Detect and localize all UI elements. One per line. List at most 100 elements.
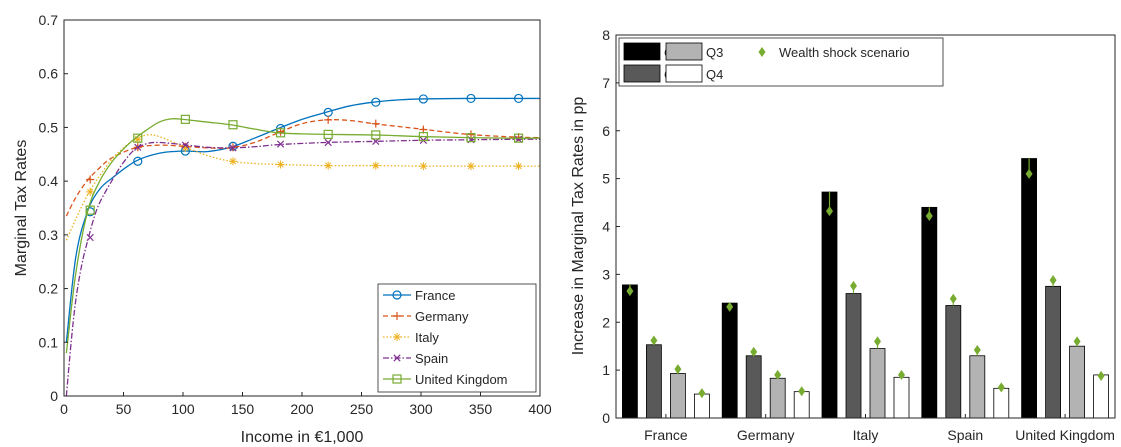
- series-italy: [65, 134, 540, 241]
- scenario-marker-france-q3: [674, 364, 682, 375]
- data-point-united-kingdom: [418, 131, 428, 142]
- data-point-spain: [514, 135, 523, 143]
- bar-spain-q2: [945, 305, 962, 419]
- data-point-united-kingdom: [513, 133, 524, 143]
- series-line-italy: [65, 134, 540, 241]
- data-point-spain: [276, 140, 285, 148]
- data-point-united-kingdom: [275, 128, 286, 138]
- legend-label-united-kingdom: United Kingdom: [415, 372, 508, 387]
- data-point-france: [466, 93, 476, 104]
- bar-france-q3: [670, 373, 686, 419]
- legend-label-q3: Q3: [706, 45, 723, 60]
- bar-italy-q2: [845, 293, 862, 419]
- x-tick-label: 50: [116, 401, 132, 417]
- data-point-france: [513, 93, 524, 104]
- data-point-italy: [324, 161, 333, 170]
- y-tick-label: 0.2: [39, 281, 59, 297]
- data-point-italy: [86, 187, 95, 196]
- data-point-united-kingdom: [85, 205, 95, 215]
- legend-label-q4: Q4: [706, 67, 723, 82]
- scenario-marker-spain-q3: [973, 345, 981, 356]
- legend-label-germany: Germany: [415, 309, 469, 324]
- line-chart-y-ticks: 0 0.1 0.2 0.3 0.4 0.5 0.6 0.7: [39, 12, 68, 404]
- x-tick-label: Italy: [853, 427, 879, 443]
- x-tick-label: 350: [469, 401, 493, 417]
- y-tick-label: 0.7: [39, 12, 59, 28]
- bar-group-spain: [921, 206, 1010, 419]
- bar-spain-q1: [921, 206, 938, 419]
- data-point-united-kingdom: [228, 120, 238, 130]
- scenario-marker-united-kingdom-q4: [1097, 370, 1105, 381]
- legend-marker-germany: [393, 312, 401, 320]
- data-point-germany: [324, 115, 333, 124]
- y-tick-label: 1: [602, 362, 610, 378]
- bar-united-kingdom-q1: [1021, 158, 1037, 419]
- bar-united-kingdom-q2: [1045, 285, 1061, 419]
- legend-label-wealth-shock: Wealth shock scenario: [779, 45, 910, 60]
- x-tick-label: 300: [409, 401, 433, 417]
- y-tick-label: 0.6: [39, 66, 59, 82]
- scenario-marker-germany-q3: [774, 369, 782, 380]
- data-point-spain: [229, 144, 237, 152]
- x-tick-label: 250: [350, 401, 374, 417]
- legend-label-france: France: [415, 288, 455, 303]
- scenario-marker-france-q4: [698, 388, 706, 399]
- data-point-france: [371, 97, 381, 107]
- data-point-france: [418, 94, 428, 104]
- bar-italy-q4: [893, 376, 910, 419]
- data-point-spain: [86, 233, 94, 242]
- bar-italy-q3: [869, 348, 886, 419]
- scenario-marker-italy-q2: [850, 280, 857, 291]
- data-point-spain: [134, 143, 142, 151]
- bar-chart-legend: Q1Q2Q3Q4Wealth shock scenario: [618, 37, 944, 87]
- scenario-marker-germany-q1: [726, 301, 734, 312]
- line-chart-panel: 0 50 100 150 200 250 300 350 400 0 0.1 0.2 0.3 0.4 0.…: [13, 12, 552, 446]
- scenario-marker-germany-q4: [798, 386, 806, 397]
- x-tick-label: Germany: [737, 427, 795, 443]
- y-tick-label: 0.5: [39, 119, 59, 135]
- bar-germany-q3: [769, 377, 786, 419]
- line-chart-legend: France Germany Italy Spain United Kingdom: [377, 283, 537, 393]
- x-tick-label: 150: [231, 401, 255, 417]
- bar-group-united-kingdom: [1021, 158, 1109, 419]
- bar-france-q2: [646, 344, 662, 419]
- scenario-marker-united-kingdom-q2: [1049, 275, 1057, 286]
- legend-label-italy: Italy: [415, 330, 439, 345]
- x-tick-label: Spain: [947, 427, 983, 443]
- y-tick-label: 5: [602, 171, 610, 187]
- scenario-marker-france-q1: [626, 286, 634, 297]
- line-chart-x-ticks: 0 50 100 150 200 250 300 350 400: [60, 392, 552, 417]
- data-point-spain: [324, 138, 332, 147]
- y-tick-label: 0.3: [39, 227, 59, 243]
- y-tick-label: 4: [602, 219, 610, 235]
- series-france: [65, 93, 540, 343]
- data-point-italy: [514, 162, 523, 171]
- y-tick-label: 0.4: [39, 173, 59, 189]
- legend-swatch-q4: [665, 64, 703, 83]
- data-point-united-kingdom: [466, 133, 476, 143]
- bar-germany-q2: [745, 355, 762, 419]
- scenario-marker-spain-q1: [925, 210, 933, 221]
- data-point-united-kingdom: [371, 130, 381, 140]
- line-chart-y-axis-label: Marginal Tax Rates: [13, 140, 30, 277]
- bar-chart-plot-area: [616, 35, 1115, 418]
- data-point-italy: [228, 157, 237, 166]
- series-line-france: [65, 97, 540, 343]
- line-chart-x-axis-label: Income in €1,000: [241, 429, 364, 446]
- y-tick-label: 0: [602, 410, 610, 426]
- bar-chart-panel: 0 1 2 3 4 5 6 7 8 France Germany Italy Spain United …: [570, 27, 1116, 443]
- y-tick-label: 3: [602, 266, 610, 282]
- y-tick-label: 8: [602, 27, 610, 43]
- scenario-marker-spain-q4: [997, 382, 1005, 393]
- data-point-italy: [133, 135, 142, 144]
- x-tick-label: 400: [528, 401, 552, 417]
- data-point-germany: [86, 175, 95, 184]
- x-tick-label: 100: [171, 401, 195, 417]
- scenario-marker-united-kingdom-q1: [1025, 168, 1033, 179]
- data-point-italy: [276, 160, 285, 169]
- scenario-marker-united-kingdom-q3: [1073, 336, 1081, 347]
- data-point-italy: [371, 161, 380, 170]
- series-line-germany: [65, 119, 541, 217]
- y-tick-label: 6: [602, 123, 610, 139]
